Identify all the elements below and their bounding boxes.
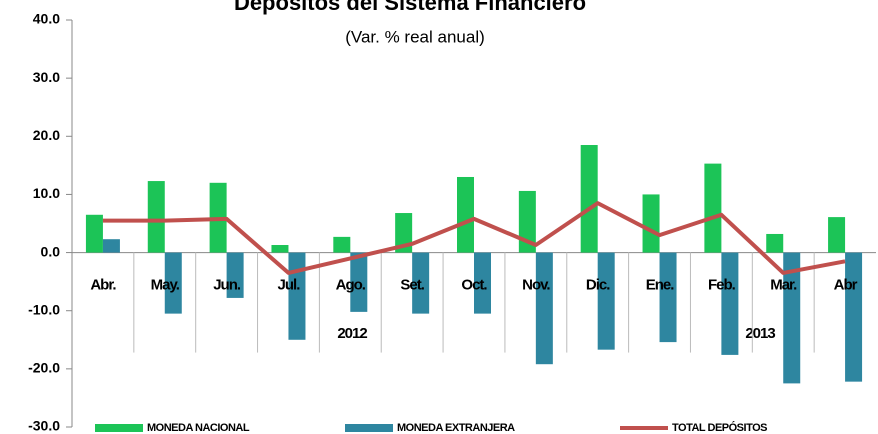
bar: [395, 213, 413, 253]
y-tick-label: 10.0: [33, 185, 60, 201]
bar: [164, 252, 182, 314]
x-tick-label: Oct.: [461, 277, 487, 294]
chart-subtitle: (Var. % real anual): [345, 27, 485, 46]
x-tick-label: Ene.: [646, 277, 675, 294]
legend-label: MONEDA NACIONAL: [147, 422, 250, 434]
bar: [85, 214, 103, 253]
year-label: 2012: [337, 325, 367, 342]
bar: [580, 145, 598, 253]
legend-swatch: [95, 424, 143, 432]
bar: [518, 190, 536, 253]
y-tick-label: 0.0: [41, 243, 61, 259]
y-tick-label: -10.0: [28, 301, 60, 317]
y-tick-label: -30.0: [28, 418, 60, 434]
bar: [350, 252, 368, 312]
bar: [828, 217, 846, 253]
bar: [412, 252, 430, 314]
line: [102, 201, 846, 275]
bar: [147, 181, 165, 253]
bar: [783, 252, 801, 384]
bar: [535, 252, 553, 365]
legend-swatch: [345, 424, 393, 432]
bar: [271, 245, 289, 253]
x-tick-label: Ago.: [336, 277, 366, 294]
bar: [226, 252, 244, 298]
bar: [288, 252, 306, 340]
x-tick-label: Jun.: [213, 277, 241, 294]
year-label: 2013: [745, 325, 775, 342]
x-tick-label: Abr.: [90, 277, 116, 294]
bar: [102, 239, 120, 253]
x-tick-label: Mar.: [770, 277, 797, 294]
bar: [333, 236, 351, 253]
bar: [766, 233, 784, 253]
bar: [642, 194, 660, 253]
bar: [845, 252, 863, 382]
x-tick-label: Feb.: [708, 277, 736, 294]
bar: [659, 252, 677, 343]
chart-title: Depósitos del Sistema Financiero: [234, 0, 586, 15]
x-tick-label: Nov.: [522, 277, 550, 294]
bar: [474, 252, 491, 314]
legend-label: TOTAL DEPÓSITOS: [672, 421, 767, 434]
y-tick-label: 40.0: [33, 11, 60, 27]
x-tick-label: May.: [151, 277, 180, 294]
y-tick-label: -20.0: [28, 360, 60, 376]
y-tick-label: 30.0: [33, 69, 60, 85]
x-tick-label: Set.: [400, 277, 424, 294]
x-tick-label: Jul.: [278, 277, 301, 294]
bar: [721, 252, 739, 355]
x-tick-label: Abr: [834, 277, 858, 294]
y-tick-label: 20.0: [33, 127, 60, 143]
legend-label: MONEDA EXTRANJERA: [397, 422, 515, 434]
x-tick-label: Dic.: [586, 277, 610, 294]
bar: [704, 163, 722, 253]
bar: [597, 252, 615, 350]
bar: [457, 176, 474, 253]
